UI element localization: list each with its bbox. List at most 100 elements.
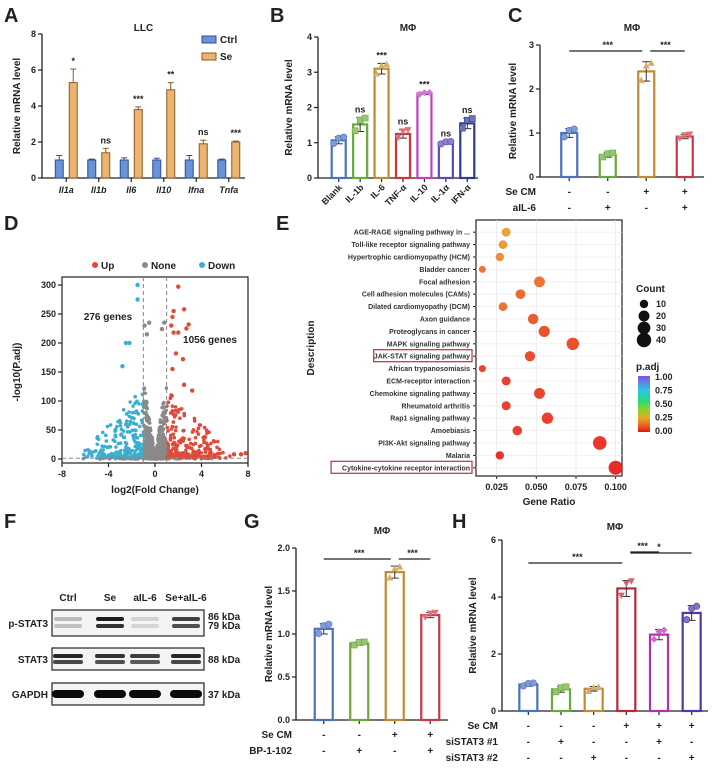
volcano-point-down (135, 282, 140, 288)
volcano-point (158, 418, 163, 422)
volcano-point (118, 451, 122, 456)
volcano-point-down (127, 340, 132, 346)
volcano-point (194, 450, 198, 454)
volcano-point (150, 436, 155, 440)
blot-band (52, 690, 84, 698)
volcano-point (207, 430, 211, 435)
volcano-point-up (169, 323, 174, 328)
pathway-dot (592, 436, 607, 450)
volcano-point-up (176, 330, 181, 335)
volcano-point (199, 456, 204, 460)
legend-label: Se (220, 52, 233, 63)
significance-label: ns (100, 135, 111, 145)
volcano-point (166, 400, 171, 404)
pathway-dot (608, 460, 623, 475)
legend-color-title: p.adj (636, 362, 660, 373)
volcano-point (178, 416, 182, 421)
blot-frame (51, 609, 205, 637)
pathway-label: MAPK signaling pathway (387, 341, 470, 348)
down-gene-count: 276 genes (84, 312, 133, 323)
legend-count-label: 20 (656, 311, 666, 321)
volcano-point-down (113, 427, 118, 433)
volcano-point (162, 415, 167, 420)
y-tick-label: 2 (529, 84, 534, 94)
legend-count-label: 10 (656, 299, 666, 309)
volcano-point (221, 450, 225, 455)
x-tick-label: IL-1b (343, 182, 366, 205)
volcano-point (135, 441, 140, 445)
volcano-point (97, 451, 101, 456)
volcano-point (105, 424, 110, 429)
data-point (458, 124, 466, 132)
y-tick-label: 8 (31, 29, 36, 39)
condition-value: + (392, 730, 398, 741)
volcano-point (156, 433, 161, 438)
colorbar-tick-label: 0.00 (655, 426, 673, 436)
condition-value: - (527, 753, 530, 764)
blot-band-lower (54, 624, 82, 628)
colorbar-tick-label: 0.25 (655, 413, 673, 423)
protein-label: GAPDH (12, 690, 48, 701)
pathway-label: Toll-like receptor signaling pathway (351, 242, 470, 249)
y-axis-title: Relative mRNA level (12, 58, 23, 155)
volcano-point (148, 428, 153, 433)
x-tick-label: Il1b (91, 185, 107, 195)
volcano-point (125, 453, 129, 457)
volcano-point (173, 428, 178, 433)
volcano-point (157, 451, 162, 455)
condition-value: + (605, 203, 611, 214)
volcano-point (128, 419, 133, 424)
pathway-label: Focal adhesion (419, 279, 470, 286)
data-point (391, 564, 399, 572)
volcano-point (135, 436, 140, 440)
volcano-point (212, 454, 216, 459)
pathway-dot (566, 337, 580, 351)
significance-label: ** (167, 70, 175, 80)
volcano-point (151, 441, 155, 446)
y-tick-label: 200 (41, 338, 56, 348)
blot-band-upper (96, 617, 124, 621)
volcano-point (122, 435, 127, 440)
bar (420, 613, 441, 722)
volcano-point (119, 448, 123, 453)
lane-label: Se (104, 593, 117, 604)
pathway-dot (524, 351, 536, 362)
volcano-point-up (190, 388, 195, 393)
data-point (686, 131, 694, 139)
condition-value: - (322, 730, 325, 741)
volcano-point (191, 428, 196, 432)
data-point (693, 602, 701, 610)
pathway-label: Cell adhesion molecules (CAMs) (362, 292, 470, 299)
volcano-point (143, 444, 147, 449)
volcano-point (140, 420, 145, 425)
data-point (590, 683, 598, 691)
significance-label: ns (198, 127, 209, 137)
pathway-label: AGE-RAGE signaling pathway in ... (354, 230, 470, 237)
x-tick-label: IL-6 (369, 182, 387, 200)
panel-label-d: D (4, 213, 18, 235)
comparison-significance: *** (602, 40, 613, 50)
panel-b-chart: 0 1 2 3 4 Relative mRNA level MΦ ns *** ns *** ns ns… (284, 23, 478, 208)
volcano-point (147, 420, 151, 425)
volcano-point (114, 445, 118, 449)
y-tick-label: 6 (491, 535, 496, 545)
significance-label: ns (355, 104, 366, 114)
y-axis-title: -log10(P.adj) (12, 343, 23, 402)
volcano-point-up (181, 382, 187, 387)
volcano-point (211, 439, 216, 443)
volcano-point (131, 421, 136, 425)
y-tick-label: 250 (41, 309, 56, 319)
data-point (325, 620, 333, 628)
pathway-dot (501, 401, 511, 411)
y-tick-label: 2 (491, 649, 496, 659)
y-tick-label: 6 (31, 65, 36, 75)
volcano-point (144, 453, 148, 458)
protein-label: p-STAT3 (8, 619, 48, 630)
significance-label: ns (462, 105, 473, 115)
volcano-point (102, 444, 107, 449)
condition-value: - (625, 737, 628, 748)
condition-value: + (689, 753, 695, 764)
pathway-dot (512, 425, 523, 436)
condition-value: - (559, 721, 562, 732)
colorbar (638, 376, 650, 432)
